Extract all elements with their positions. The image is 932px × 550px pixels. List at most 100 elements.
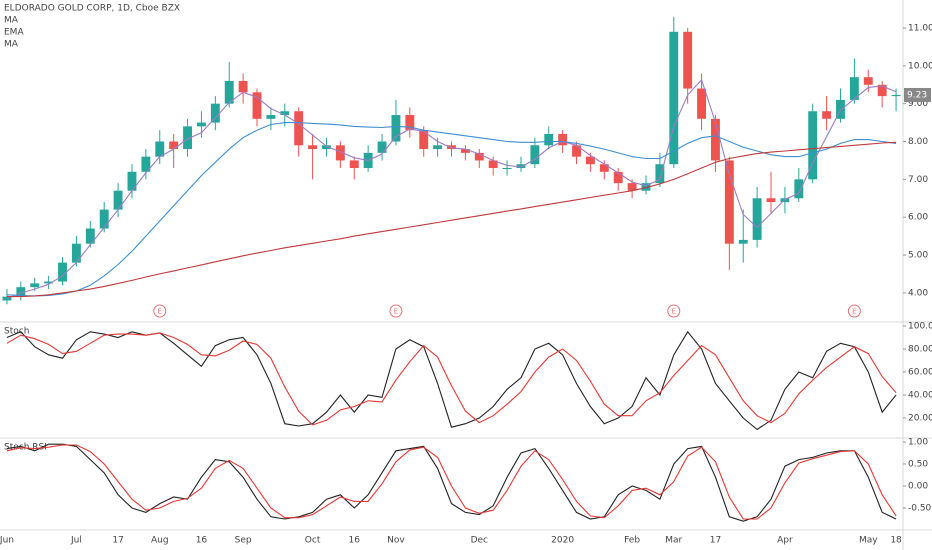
y-tick-label: 1.00 xyxy=(908,437,928,447)
candle-body xyxy=(460,149,470,153)
y-tick-label: 6.00 xyxy=(908,213,928,223)
price-label: 9.23 xyxy=(907,90,927,100)
candle-body xyxy=(71,243,81,263)
candle-body xyxy=(85,228,95,244)
candle-body xyxy=(433,145,443,150)
candle-body xyxy=(599,164,609,172)
candle-body xyxy=(335,145,345,161)
x-tick-label: Feb xyxy=(624,536,640,546)
candle-body xyxy=(419,130,429,150)
candle-body xyxy=(99,209,109,229)
candle-body xyxy=(530,145,540,165)
candle-body xyxy=(766,198,776,203)
y-tick-label: -0.50 xyxy=(908,503,932,513)
x-tick-label: Dec xyxy=(471,536,488,546)
y-tick-label: 4.00 xyxy=(908,288,928,298)
candle-body xyxy=(44,281,54,284)
x-tick-label: 2020 xyxy=(551,536,574,546)
y-tick-label: 40.00 xyxy=(908,391,932,401)
candle-body xyxy=(210,103,220,123)
candle-body xyxy=(808,111,818,180)
y-tick-label: 11.00 xyxy=(908,24,932,34)
x-tick-label: Sep xyxy=(235,536,252,546)
series-line xyxy=(6,443,897,522)
x-tick-label: Mar xyxy=(665,536,682,546)
candle-body xyxy=(224,80,234,104)
x-tick-label: 16 xyxy=(349,536,361,546)
candle-body xyxy=(752,198,762,240)
series-line xyxy=(6,444,897,520)
y-tick-label: 60.00 xyxy=(908,368,932,378)
candle-body xyxy=(558,133,568,146)
candle-body xyxy=(155,141,165,157)
x-tick-label: 16 xyxy=(196,536,208,546)
x-tick-label: Jul xyxy=(70,536,82,546)
candle-body xyxy=(697,88,707,119)
event-marker xyxy=(847,304,861,318)
y-tick-label: 5.00 xyxy=(908,251,928,261)
series-line xyxy=(6,330,897,431)
y-tick-label: 0.00 xyxy=(908,481,928,491)
candle-body xyxy=(238,80,248,93)
x-tick-label: May xyxy=(859,536,878,546)
candle-body xyxy=(349,160,359,168)
candle-body xyxy=(474,152,484,161)
event-label: E xyxy=(158,308,162,316)
legend-entry: MA xyxy=(4,16,19,26)
candle-body xyxy=(863,77,873,85)
candle-body xyxy=(169,141,179,150)
candle-body xyxy=(58,262,67,282)
candle-body xyxy=(724,160,734,244)
event-label: E xyxy=(852,308,856,316)
y-tick-label: 8.00 xyxy=(908,137,928,147)
event-marker xyxy=(153,304,167,318)
candle-body xyxy=(280,111,290,116)
x-tick-label: 17 xyxy=(710,536,721,546)
event-label: E xyxy=(394,308,398,316)
candle-body xyxy=(16,287,26,297)
y-tick-label: 100.00 xyxy=(908,322,932,332)
x-tick-label: Jun xyxy=(0,536,14,546)
candle-body xyxy=(30,283,40,288)
legend-entry: MA xyxy=(4,40,19,50)
candle-body xyxy=(516,164,526,168)
pane-title: Stoch xyxy=(4,327,29,337)
candle-body xyxy=(127,171,137,191)
candle-body xyxy=(572,145,581,157)
candle-body xyxy=(377,141,387,153)
price-label-box xyxy=(904,87,931,102)
candle-body xyxy=(655,164,665,184)
y-tick-label: 9.00 xyxy=(908,99,928,109)
candle-body xyxy=(502,168,512,169)
series-line xyxy=(6,332,897,426)
candle-body xyxy=(683,31,693,89)
y-tick-label: 80.00 xyxy=(908,345,932,355)
y-tick-label: 20.00 xyxy=(908,413,932,423)
candle-body xyxy=(252,92,262,119)
candle-body xyxy=(141,156,151,172)
candle-body xyxy=(891,94,901,97)
candle-body xyxy=(669,31,679,165)
candle-body xyxy=(488,160,498,168)
y-tick-label: 0.50 xyxy=(908,459,928,469)
candle-body xyxy=(877,84,887,97)
x-tick-label: Aug xyxy=(151,536,169,546)
x-tick-label: Apr xyxy=(777,536,793,546)
candle-body xyxy=(322,145,331,150)
legend-entry: EMA xyxy=(4,28,24,38)
candle-body xyxy=(627,183,637,191)
series-line xyxy=(6,122,897,297)
candle-body xyxy=(183,126,192,150)
event-marker xyxy=(667,304,681,318)
y-tick-label: 10.00 xyxy=(908,61,932,71)
x-tick-label: 18 xyxy=(890,536,902,546)
candle-body xyxy=(544,133,554,146)
candle-body xyxy=(711,118,720,161)
chart-title: ELDORADO GOLD CORP, 1D, Cboe BZX xyxy=(4,4,180,14)
candle-body xyxy=(308,145,318,150)
series-line xyxy=(6,78,897,300)
y-tick-label: 7.00 xyxy=(908,175,928,185)
candle-body xyxy=(641,183,651,191)
candle-body xyxy=(196,122,206,127)
